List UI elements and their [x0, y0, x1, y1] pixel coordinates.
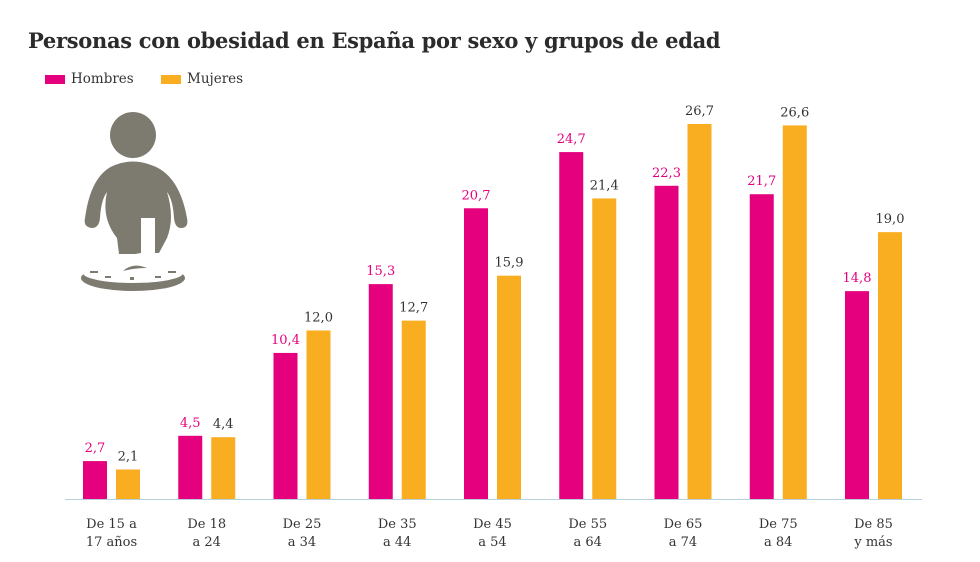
bar-hombres: [273, 352, 298, 499]
bar-mujeres: [211, 437, 236, 499]
data-label-mujeres: 12,0: [304, 310, 333, 325]
legend-label-mujeres: Mujeres: [187, 71, 244, 87]
x-tick-label: De 55: [568, 517, 607, 532]
bar-hombres: [654, 185, 679, 499]
legend-swatch-mujeres: [161, 74, 181, 84]
data-label-mujeres: 26,6: [780, 105, 809, 120]
x-tick-label: De 25: [283, 517, 322, 532]
x-tick-label: 17 años: [86, 535, 137, 550]
x-tick-label: a 64: [574, 535, 602, 550]
bar-hombres: [749, 194, 774, 499]
x-tick-label: a 84: [764, 535, 792, 550]
x-tick-label: De 35: [378, 517, 417, 532]
bar-mujeres: [592, 198, 617, 499]
data-label-mujeres: 4,4: [213, 417, 234, 432]
data-label-mujeres: 26,7: [685, 104, 714, 119]
data-label-hombres: 22,3: [652, 166, 681, 181]
data-label-hombres: 14,8: [843, 271, 872, 286]
data-label-mujeres: 19,0: [876, 212, 905, 227]
x-tick-label: a 44: [383, 535, 411, 550]
data-label-mujeres: 12,7: [399, 301, 428, 316]
chart-title: Personas con obesidad en España por sexo…: [28, 28, 721, 53]
x-tick-label: De 45: [473, 517, 512, 532]
bar-mujeres: [497, 275, 521, 499]
bar-mujeres: [306, 330, 331, 499]
legend-label-hombres: Hombres: [71, 71, 134, 87]
legend-item-mujeres: Mujeres: [161, 71, 243, 87]
x-tick-label: a 74: [669, 535, 697, 550]
bar-hombres: [178, 435, 203, 499]
data-label-hombres: 24,7: [557, 132, 586, 147]
obese-person-on-scale-icon: [81, 112, 188, 291]
x-tick-label: De 65: [664, 517, 703, 532]
data-label-hombres: 10,4: [271, 333, 300, 348]
bar-mujeres: [687, 124, 712, 499]
data-label-hombres: 15,3: [366, 264, 395, 279]
bar-hombres: [368, 284, 393, 499]
bar-hombres: [464, 208, 488, 500]
data-label-mujeres: 21,4: [590, 178, 619, 193]
x-tick-label: a 54: [478, 535, 506, 550]
data-label-hombres: 4,5: [180, 416, 201, 431]
bar-hombres: [845, 291, 869, 499]
legend-swatch-hombres: [45, 74, 65, 84]
data-label-hombres: 20,7: [462, 188, 491, 203]
bar-mujeres: [878, 232, 902, 500]
bar-mujeres: [401, 320, 426, 499]
bar-hombres: [559, 152, 584, 499]
data-label-mujeres: 2,1: [118, 450, 139, 465]
x-tick-label: De 18: [187, 517, 226, 532]
bar-mujeres: [116, 469, 140, 499]
data-label-hombres: 2,7: [85, 441, 106, 456]
bar-mujeres: [782, 125, 807, 500]
data-label-hombres: 21,7: [747, 174, 776, 189]
x-tick-label: De 75: [759, 517, 798, 532]
bar-hombres: [83, 461, 107, 499]
x-tick-label: a 24: [193, 535, 221, 550]
data-label-mujeres: 15,9: [495, 256, 524, 271]
x-tick-label: De 15 a: [86, 517, 137, 532]
legend-item-hombres: Hombres: [45, 71, 134, 87]
x-tick-label: De 85: [854, 517, 893, 532]
x-tick-label: a 34: [288, 535, 316, 550]
x-tick-label: y más: [853, 535, 892, 550]
